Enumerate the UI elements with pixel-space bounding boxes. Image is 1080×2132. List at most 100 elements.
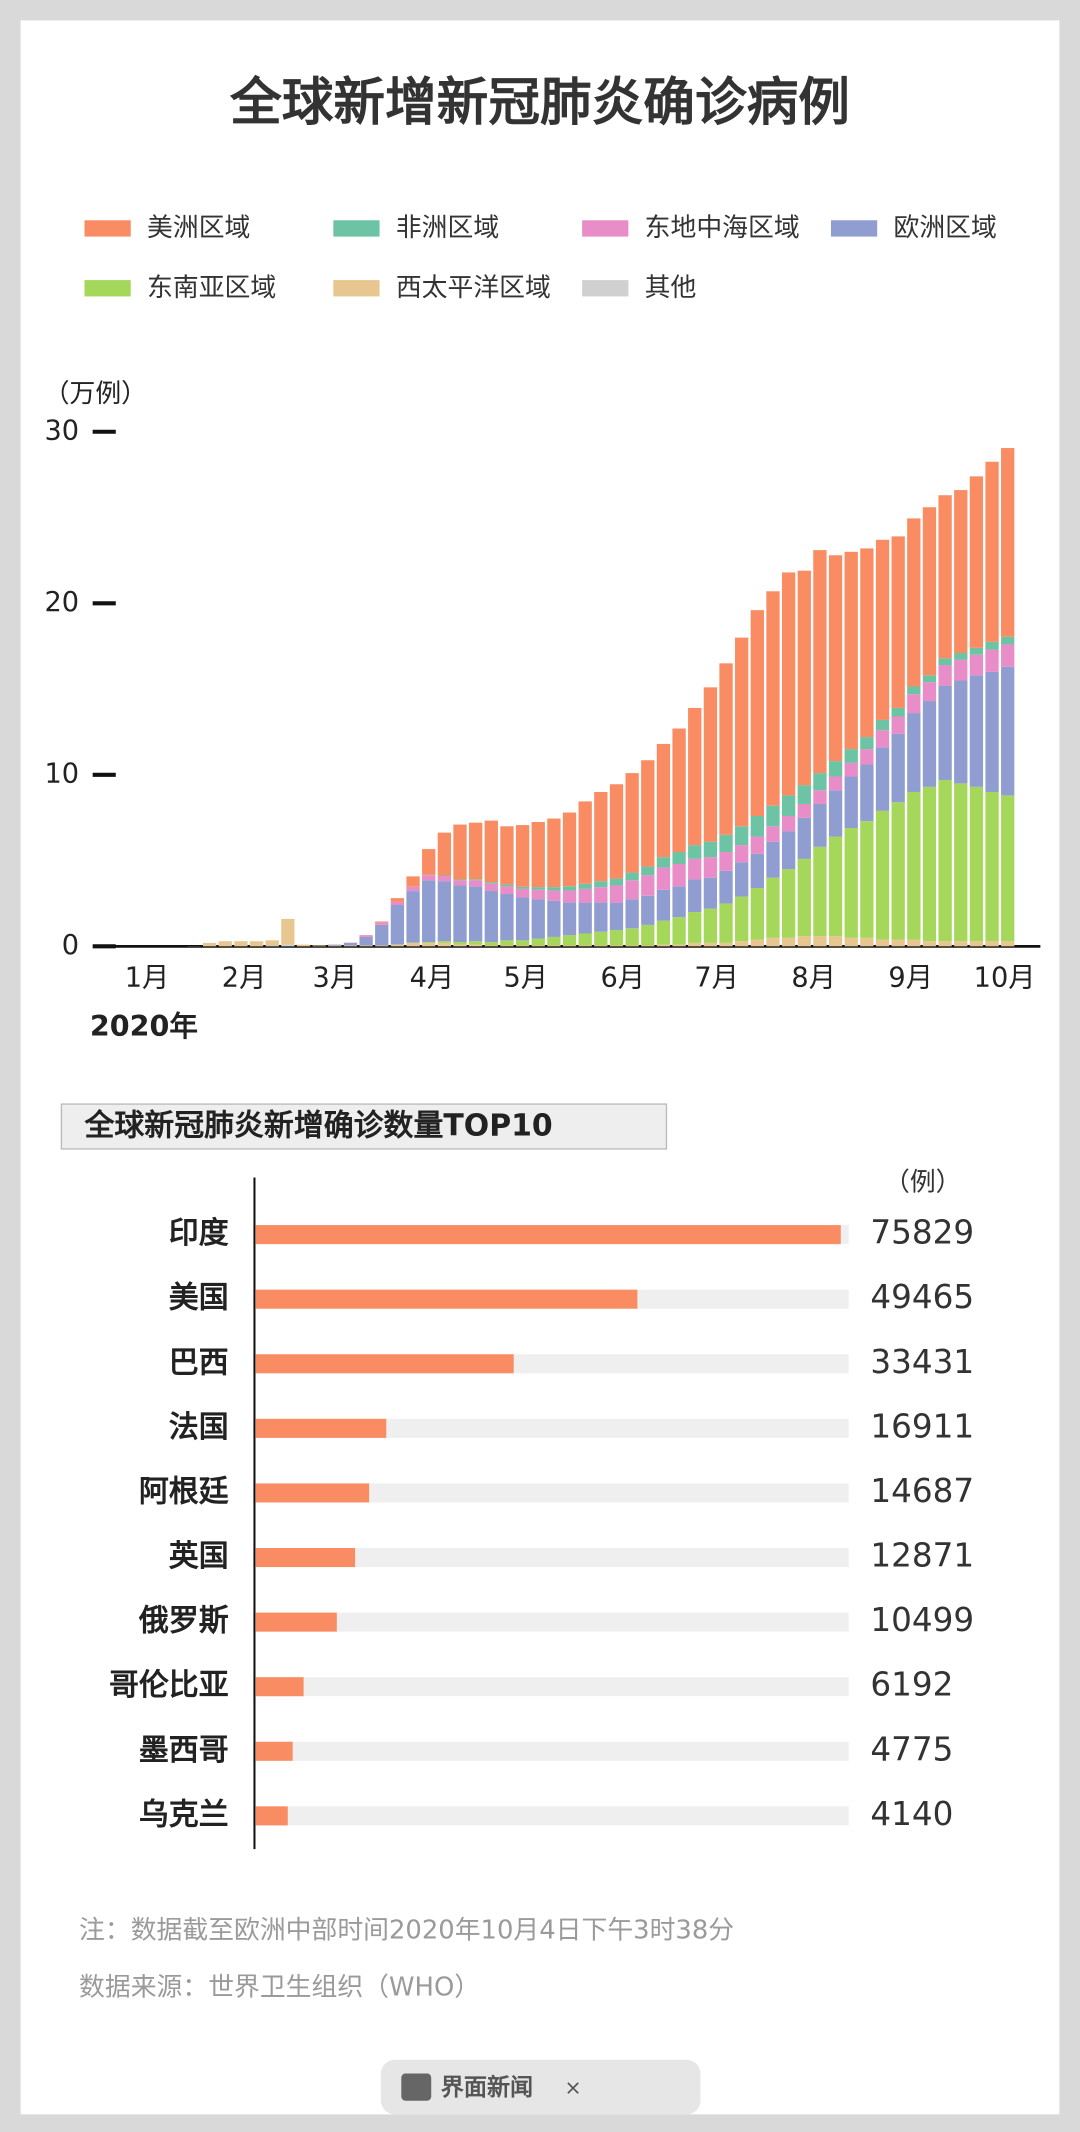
legend-label: 其他 (645, 273, 697, 303)
bar-track (255, 1677, 849, 1697)
bar-segment (484, 890, 498, 943)
bar-segment (969, 786, 984, 942)
note: 注：数据截至欧洲中部时间2020年10月4日下午3时38分 (79, 1915, 734, 1945)
bar-segment (688, 942, 702, 947)
bar-segment (656, 920, 671, 945)
brand-icon (401, 2073, 432, 2101)
bar-segment (437, 881, 452, 942)
bar-segment (703, 908, 718, 943)
bar-segment (406, 891, 420, 943)
bar-segment (390, 905, 405, 945)
bar-segment (641, 875, 655, 896)
bar-segment (985, 461, 999, 642)
bar-segment (328, 944, 342, 946)
bar-segment (844, 776, 858, 828)
bar-segment (406, 942, 420, 947)
bar-segment (625, 773, 639, 873)
bar-segment (891, 939, 905, 947)
bar-segment (985, 671, 999, 792)
bar-segment (797, 936, 811, 947)
bar (255, 1289, 638, 1309)
bar-segment (500, 886, 514, 895)
bar-segment (468, 879, 483, 881)
value-label: 49465 (870, 1278, 974, 1316)
bar-segment (515, 886, 530, 889)
x-tick-label: 6月 (600, 962, 645, 993)
bar-segment (735, 845, 749, 863)
bar-segment (515, 825, 530, 887)
bar-segment (719, 903, 733, 943)
bar-segment (1001, 795, 1015, 942)
bar-segment (609, 945, 624, 947)
bar-segment (813, 550, 827, 774)
bar-segment (781, 937, 796, 947)
x-tick-label: 3月 (313, 962, 358, 993)
bar-segment (688, 707, 702, 846)
x-tick-label: 1月 (125, 962, 170, 993)
bar-segment (672, 728, 686, 853)
footer-separator: × (564, 2075, 581, 2099)
bar-segment (954, 659, 968, 681)
bar (255, 1225, 841, 1245)
bar-segment (265, 940, 279, 946)
legend-swatch (84, 220, 131, 237)
bar-track (255, 1741, 849, 1761)
bar-segment (797, 817, 811, 859)
bar-segment (656, 857, 671, 868)
bar-segment (766, 591, 780, 806)
bar-segment (672, 864, 686, 887)
bar-segment (531, 821, 545, 888)
value-unit-label: （例） (884, 1167, 961, 1197)
bar-segment (954, 653, 968, 660)
legend-label: 欧洲区域 (894, 213, 997, 243)
bar-segment (860, 937, 874, 947)
value-label: 16911 (870, 1407, 974, 1445)
bar-segment (938, 941, 952, 947)
bar-segment (375, 945, 389, 947)
bar-segment (672, 852, 686, 865)
bar-segment (703, 877, 718, 909)
value-label: 6192 (870, 1666, 953, 1704)
bar-segment (766, 937, 780, 947)
bar-segment (907, 518, 921, 687)
x-tick-label: 4月 (410, 962, 455, 993)
legend-swatch (830, 220, 878, 237)
category-label: 英国 (169, 1539, 229, 1574)
bar-segment (390, 898, 405, 902)
bar-segment (531, 938, 545, 946)
x-tick-label: 2月 (222, 962, 267, 993)
bar-segment (281, 944, 295, 947)
bar-segment (719, 852, 733, 871)
bar (255, 1418, 387, 1438)
bar-segment (938, 665, 952, 686)
bar-segment (954, 490, 968, 654)
bar-segment (641, 945, 655, 947)
bar-segment (468, 822, 483, 880)
bar-segment (860, 749, 874, 765)
bar-segment (562, 812, 577, 887)
bar-segment (594, 931, 608, 946)
bar-segment (875, 747, 890, 811)
legend-label: 东南亚区域 (147, 273, 276, 303)
bar-segment (844, 937, 858, 947)
bar-segment (218, 941, 232, 947)
bar-segment (1001, 666, 1015, 796)
bar-segment (907, 791, 921, 940)
bar-segment (938, 495, 952, 659)
bar-segment (578, 945, 592, 947)
bar-segment (234, 941, 248, 947)
category-label: 俄罗斯 (138, 1604, 229, 1639)
bar-segment (672, 917, 686, 945)
bar-segment (422, 942, 436, 943)
bar-segment (609, 930, 624, 946)
bar-segment (828, 776, 843, 791)
bar (255, 1806, 288, 1826)
bar-segment (813, 773, 827, 791)
bar-segment (484, 945, 498, 947)
bar-segment (969, 647, 984, 655)
y-tick-label: 30 (44, 415, 79, 446)
bar-segment (907, 694, 921, 714)
bar-segment (453, 885, 467, 943)
bar-segment (922, 786, 937, 942)
bar-track (255, 1806, 849, 1826)
